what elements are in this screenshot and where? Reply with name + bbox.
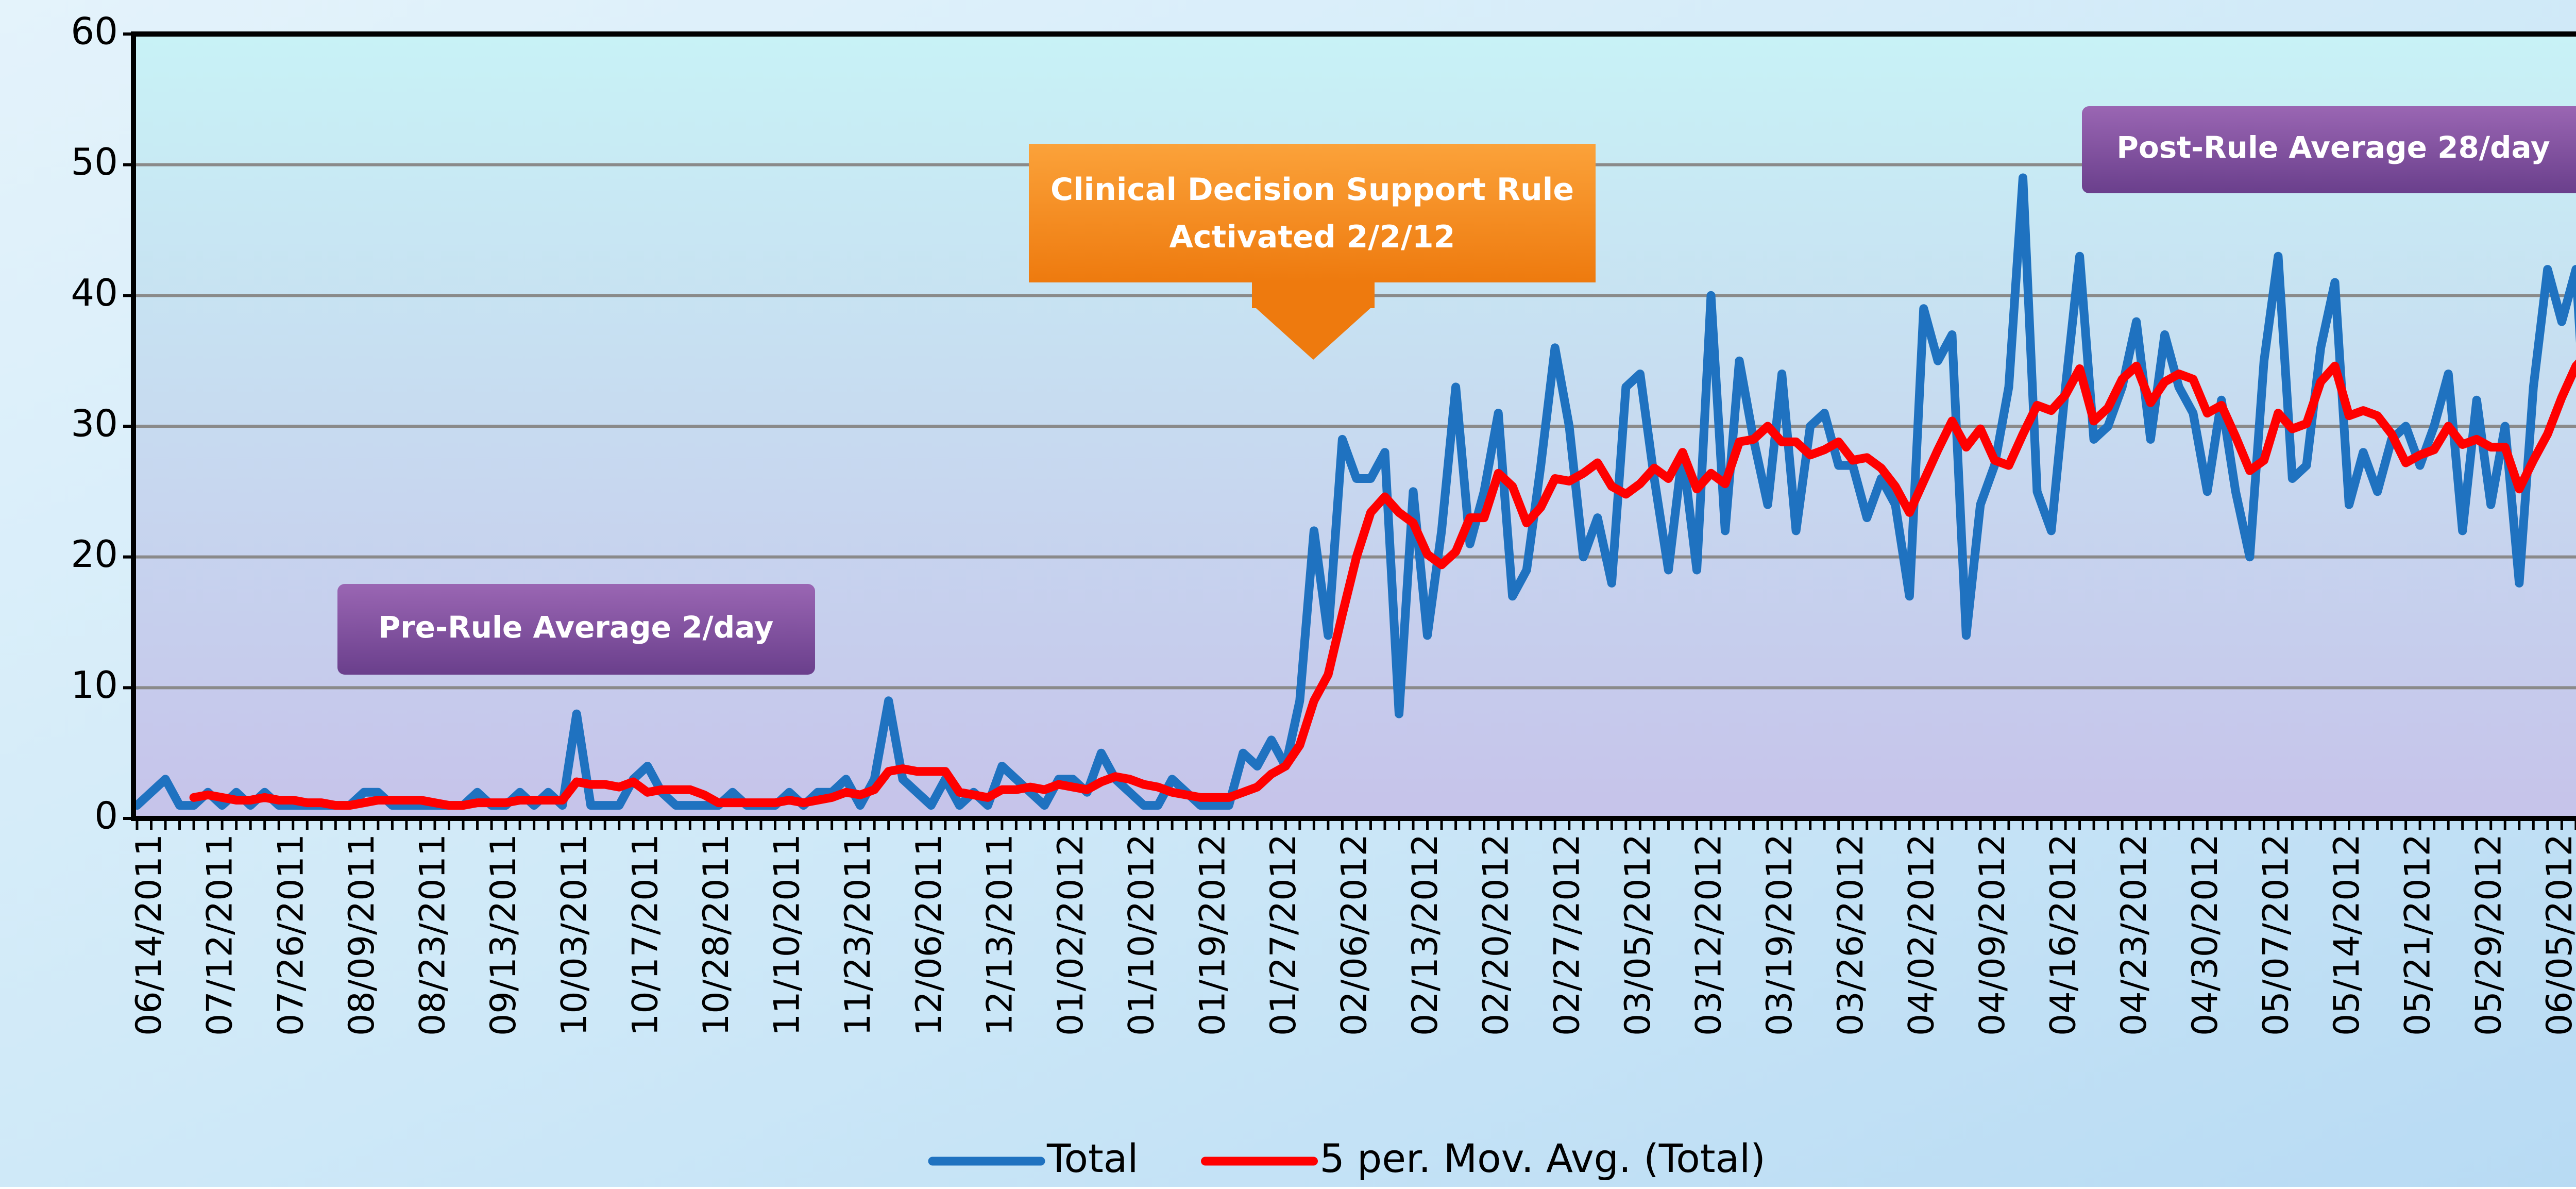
annotation-box: Clinical Decision Support Rule Activated… — [1050, 171, 1574, 255]
x-tick-label: 04/30/2012 — [2185, 834, 2226, 1036]
x-tick-label: 01/02/2012 — [1050, 834, 1091, 1036]
x-tick-label: 05/29/2012 — [2468, 834, 2509, 1036]
legend-label: 5 per. Mov. Avg. (Total) — [1320, 1135, 1766, 1181]
annotation: Post-Rule Average 28/day — [2116, 130, 2550, 165]
x-tick-label: 02/06/2012 — [1334, 834, 1375, 1036]
y-tick-label: 30 — [71, 402, 118, 445]
callout-arrow — [1252, 282, 1375, 360]
y-tick-label: 60 — [71, 10, 118, 53]
series-line — [189, 359, 2576, 810]
x-tick-label: 06/14/2011 — [129, 834, 170, 1036]
x-tick-label: 12/13/2011 — [979, 834, 1020, 1036]
x-tick-label: 07/12/2011 — [200, 834, 241, 1036]
x-tick-label: 09/13/2011 — [483, 834, 524, 1036]
x-tick-label: 02/20/2012 — [1476, 834, 1517, 1036]
x-tick-label: 01/19/2012 — [1192, 834, 1233, 1036]
x-tick-label: 07/26/2011 — [270, 834, 311, 1036]
y-tick-label: 10 — [71, 663, 118, 707]
post-rule-callout: Post-Rule Average 28/day — [2082, 106, 2576, 193]
x-tick-label: 10/28/2011 — [696, 834, 737, 1036]
y-tick-label: 20 — [71, 532, 118, 576]
x-tick-label: 11/10/2011 — [767, 834, 808, 1036]
x-tick-label: 03/19/2012 — [1759, 834, 1800, 1036]
x-tick-label: 01/10/2012 — [1122, 834, 1162, 1036]
x-tick-label: 06/05/2012 — [2539, 834, 2576, 1036]
x-tick-label: 04/02/2012 — [1901, 834, 1942, 1036]
annotation: Clinical Decision Support Rule Activated… — [1050, 171, 1574, 255]
y-tick-label: 50 — [71, 140, 118, 183]
x-tick-label: 04/09/2012 — [1972, 834, 2013, 1036]
y-tick-label: 40 — [71, 271, 118, 314]
y-tick-label: 0 — [94, 794, 118, 838]
x-tick-label: 03/12/2012 — [1689, 834, 1730, 1036]
callout-box — [2082, 106, 2576, 193]
callout-box — [1029, 144, 1596, 282]
legend: Total 5 per. Mov. Avg. (Total) — [928, 1135, 1766, 1181]
x-tick-label: 02/13/2012 — [1405, 834, 1446, 1036]
callout-box — [337, 584, 815, 675]
x-tick-label: 08/09/2011 — [342, 834, 382, 1036]
x-tick-label: 08/23/2011 — [413, 834, 453, 1036]
annotation: Pre-Rule Average 2/day — [379, 610, 774, 645]
x-tick-label: 12/06/2011 — [909, 834, 950, 1036]
pre-rule-callout: Pre-Rule Average 2/day — [337, 584, 815, 675]
x-tick-label: 05/14/2012 — [2327, 834, 2367, 1036]
x-tick-label: 01/27/2012 — [1263, 834, 1304, 1036]
x-tick-label: 04/23/2012 — [2114, 834, 2155, 1036]
x-tick-label: 03/05/2012 — [1618, 834, 1658, 1036]
x-tick-label: 10/17/2011 — [625, 834, 666, 1036]
x-tick-label: 02/27/2012 — [1547, 834, 1587, 1036]
rule-callout: Clinical Decision Support Rule Activated… — [1029, 144, 1596, 360]
legend-label: Total — [1046, 1135, 1139, 1181]
x-tick-label: 05/07/2012 — [2256, 834, 2296, 1036]
x-tick-label: 03/26/2012 — [1831, 834, 1871, 1036]
x-tick-label: 10/03/2011 — [554, 834, 595, 1036]
x-tick-label: 04/16/2012 — [2043, 834, 2084, 1036]
x-tick-label: 11/23/2011 — [838, 834, 878, 1036]
x-tick-label: 05/21/2012 — [2398, 834, 2438, 1036]
